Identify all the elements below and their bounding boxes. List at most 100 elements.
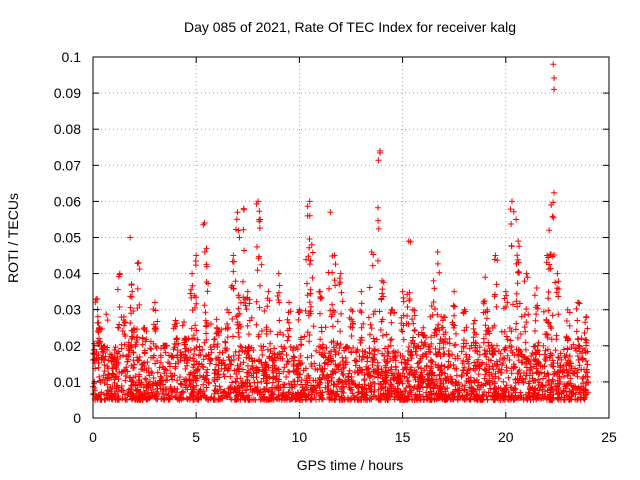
data-point — [366, 331, 373, 338]
data-point — [375, 157, 382, 164]
data-point — [558, 356, 565, 363]
data-point — [466, 379, 473, 386]
data-point — [326, 393, 333, 400]
data-point — [192, 322, 199, 329]
data-point — [168, 373, 175, 380]
data-point — [217, 386, 224, 393]
data-point — [285, 368, 292, 375]
data-point — [261, 385, 268, 392]
data-point — [285, 380, 292, 387]
data-point — [460, 387, 467, 394]
data-point — [316, 374, 323, 381]
data-point — [340, 358, 347, 365]
data-point — [575, 342, 582, 349]
data-point — [195, 352, 202, 359]
data-point — [108, 388, 115, 395]
data-point — [176, 373, 183, 380]
data-point — [244, 322, 251, 329]
data-point — [101, 368, 108, 375]
y-tick-label: 0.05 — [54, 230, 81, 246]
data-point — [109, 365, 116, 372]
data-point — [240, 299, 247, 306]
data-point — [508, 220, 515, 227]
data-point — [305, 372, 312, 379]
data-point — [114, 286, 121, 293]
data-point — [234, 209, 241, 216]
data-point — [422, 339, 429, 346]
data-point — [550, 214, 557, 221]
data-point — [111, 390, 118, 397]
data-point — [279, 393, 286, 400]
data-point — [203, 376, 210, 383]
data-point — [405, 382, 412, 389]
data-point — [127, 341, 134, 348]
data-point — [349, 377, 356, 384]
data-point — [549, 213, 556, 220]
data-point — [237, 323, 244, 330]
data-point — [583, 314, 590, 321]
data-point — [388, 306, 395, 313]
data-point — [564, 359, 571, 366]
data-point — [560, 346, 567, 353]
data-point — [433, 376, 440, 383]
data-point — [504, 352, 511, 359]
data-point — [246, 344, 253, 351]
data-point — [336, 275, 343, 282]
data-point — [196, 372, 203, 379]
data-point — [273, 396, 280, 403]
data-point — [128, 293, 135, 300]
data-point — [290, 368, 297, 375]
data-point — [329, 367, 336, 374]
data-point — [379, 316, 386, 323]
data-point — [576, 362, 583, 369]
data-point — [280, 381, 287, 388]
data-point — [185, 347, 192, 354]
data-point — [211, 336, 218, 343]
data-point — [257, 282, 264, 289]
data-point — [511, 396, 518, 403]
data-point — [193, 252, 200, 259]
data-point — [298, 360, 305, 367]
data-point — [387, 342, 394, 349]
data-point — [178, 381, 185, 388]
data-point — [439, 337, 446, 344]
data-point — [442, 396, 449, 403]
data-point — [191, 304, 198, 311]
data-point — [114, 396, 121, 403]
data-point — [249, 358, 256, 365]
data-point — [355, 369, 362, 376]
data-point — [267, 395, 274, 402]
data-point — [452, 355, 459, 362]
data-point — [275, 270, 282, 277]
data-point — [553, 382, 560, 389]
data-point — [129, 377, 136, 384]
data-point — [435, 321, 442, 328]
data-point — [321, 375, 328, 382]
data-point — [173, 336, 180, 343]
data-point — [230, 268, 237, 275]
data-point — [574, 367, 581, 374]
data-point — [410, 344, 417, 351]
data-point — [383, 374, 390, 381]
data-point — [371, 386, 378, 393]
data-point — [379, 286, 386, 293]
data-point — [365, 314, 372, 321]
data-point — [276, 299, 283, 306]
data-point — [338, 310, 345, 317]
data-point — [320, 372, 327, 379]
data-point — [174, 347, 181, 354]
data-point — [579, 355, 586, 362]
data-point — [279, 348, 286, 355]
data-point — [360, 320, 367, 327]
data-point — [411, 327, 418, 334]
x-axis-ticks: 0 5 10 15 20 25 — [89, 57, 617, 445]
data-point — [516, 395, 523, 402]
data-point — [256, 389, 263, 396]
data-point — [191, 351, 198, 358]
data-point — [121, 391, 128, 398]
data-point — [351, 396, 358, 403]
data-point — [367, 321, 374, 328]
data-point — [204, 366, 211, 373]
x-tick-label: 0 — [89, 429, 97, 445]
data-point — [541, 388, 548, 395]
